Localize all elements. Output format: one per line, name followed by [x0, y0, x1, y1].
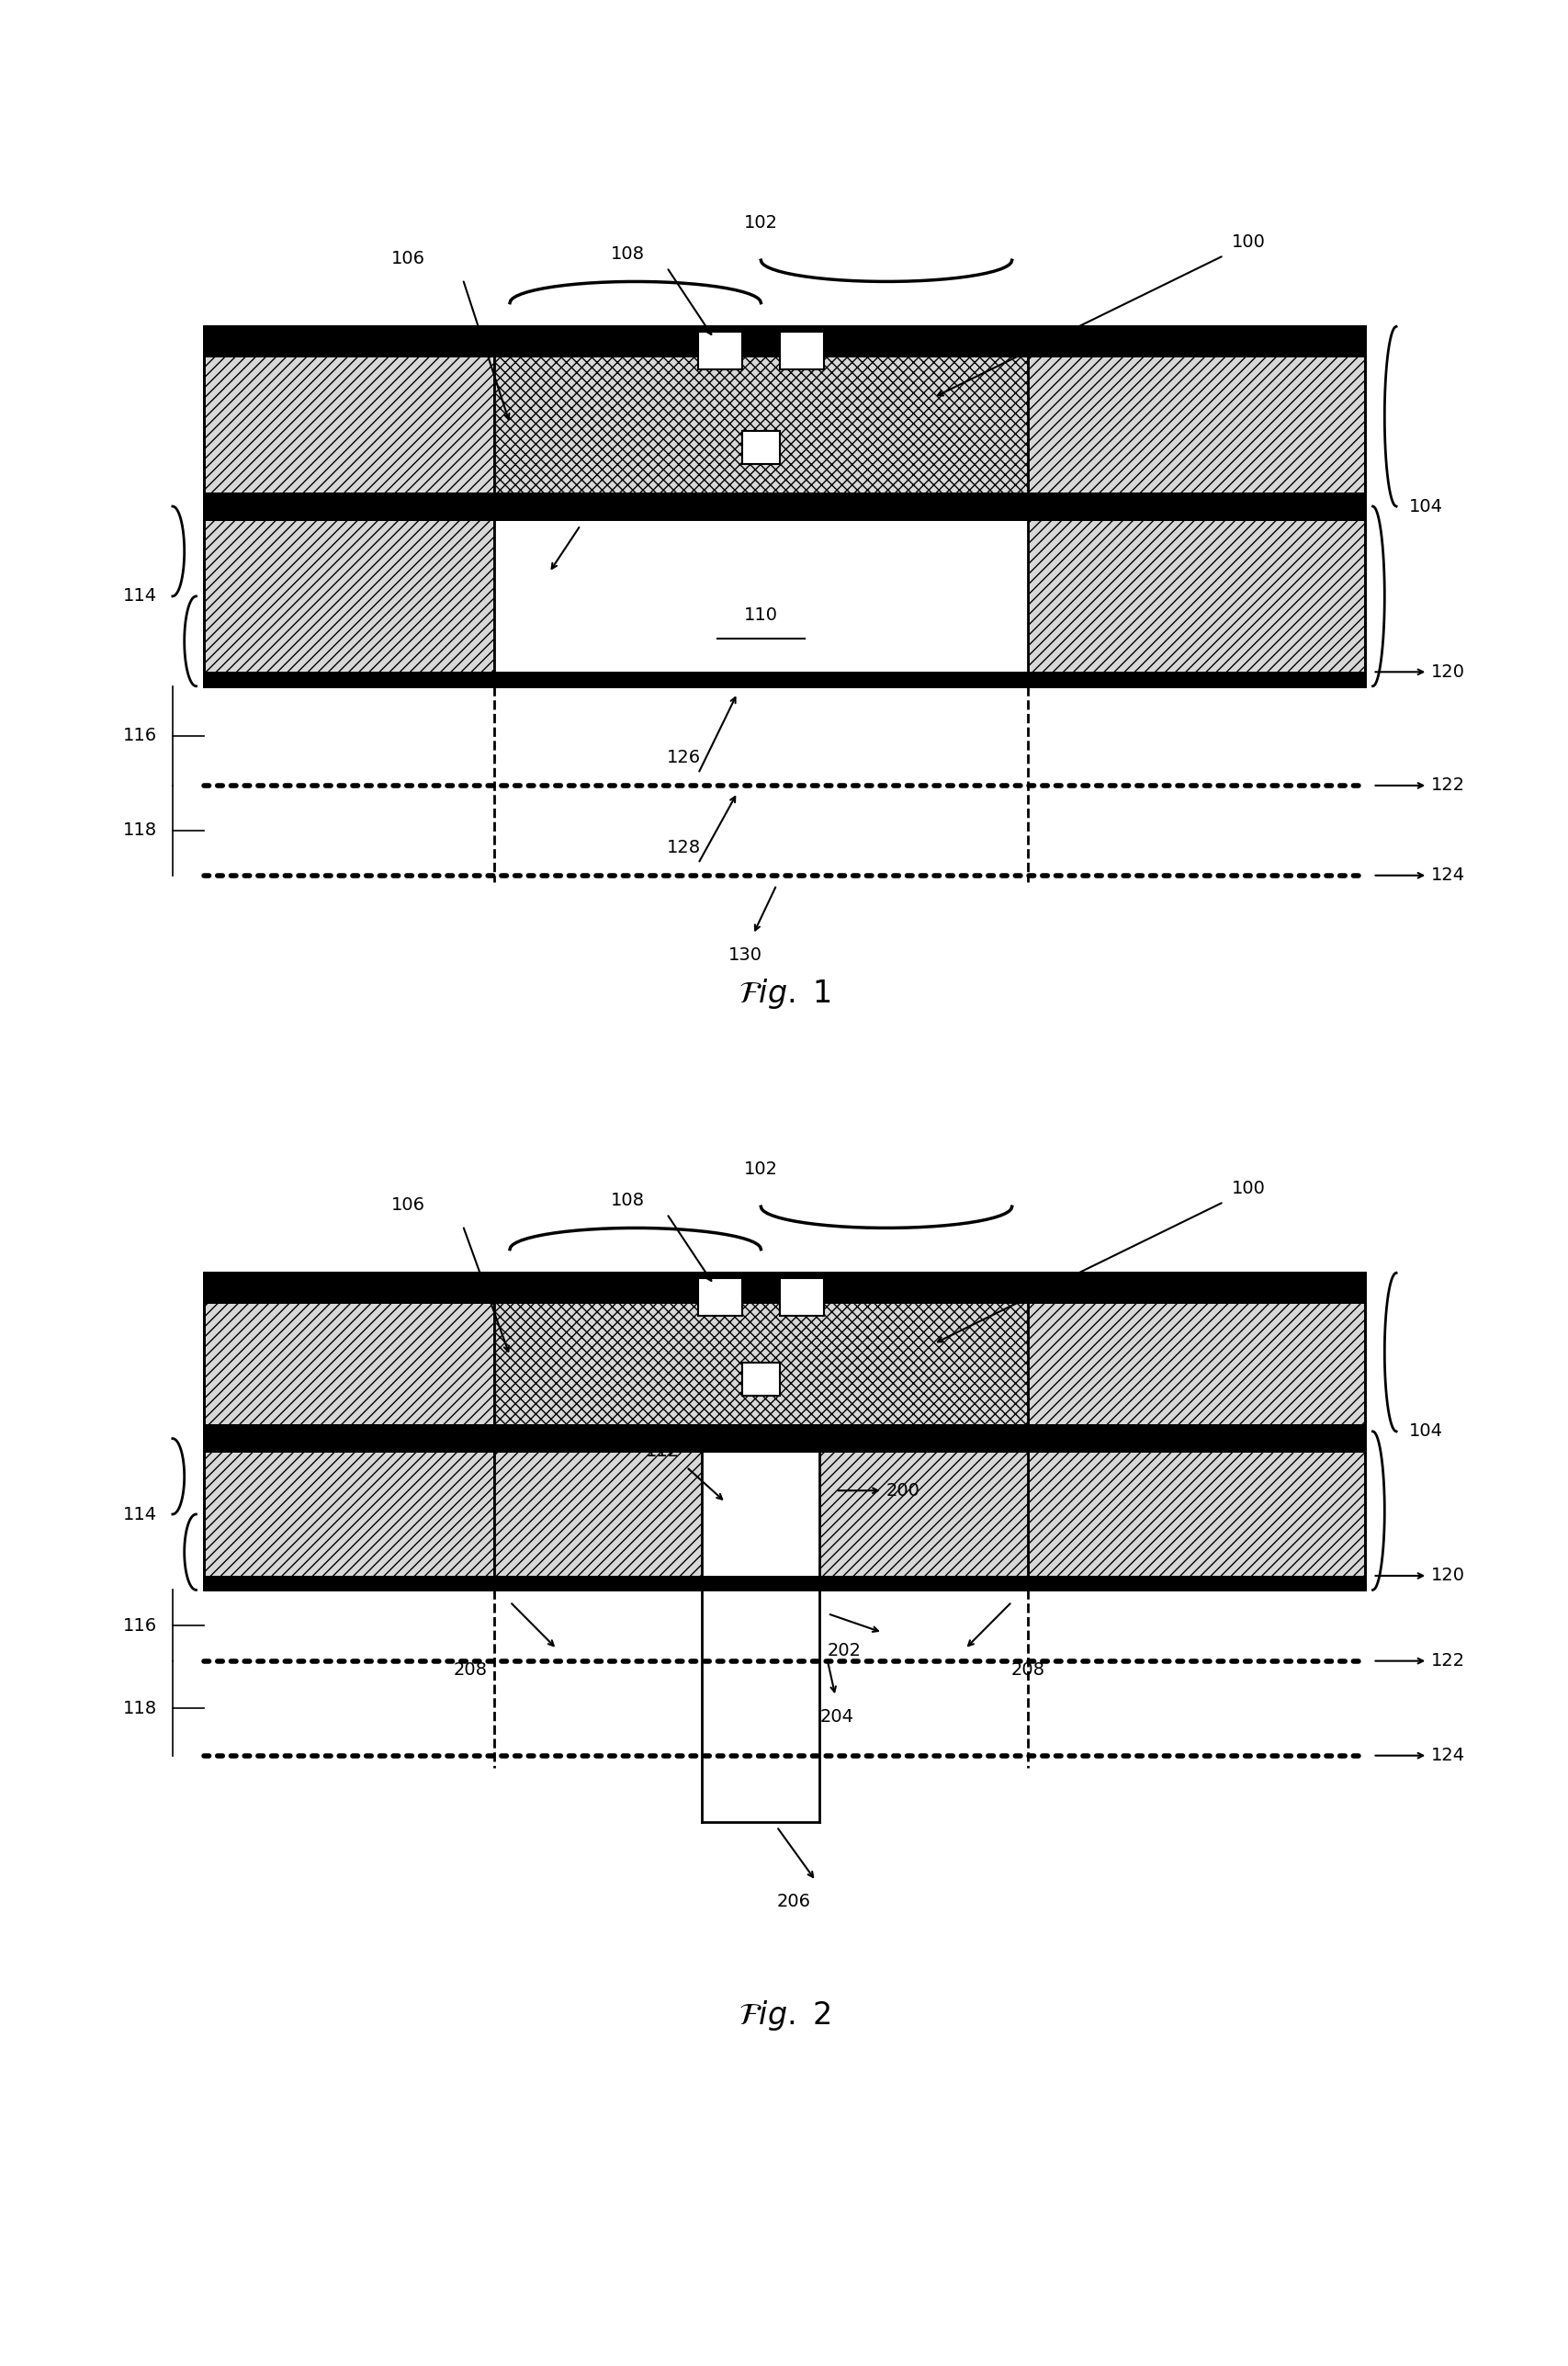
Bar — [742, 431, 779, 464]
Bar — [1027, 1273, 1364, 1439]
Bar — [204, 506, 494, 686]
Bar — [204, 1273, 494, 1439]
Text: 122: 122 — [1430, 1651, 1465, 1670]
Text: 108: 108 — [610, 1192, 644, 1209]
Bar — [702, 1439, 818, 1822]
Text: 100: 100 — [1231, 234, 1265, 251]
Text: 118: 118 — [122, 821, 157, 840]
Text: 110: 110 — [743, 606, 778, 625]
Text: 204: 204 — [818, 1708, 853, 1725]
Text: 118: 118 — [122, 1699, 157, 1718]
Text: $\mathcal{F}ig.\ 2$: $\mathcal{F}ig.\ 2$ — [739, 1999, 829, 2032]
Bar — [779, 331, 823, 369]
Bar — [698, 1278, 742, 1315]
Text: 106: 106 — [390, 1197, 425, 1214]
Text: 104: 104 — [1408, 1422, 1443, 1441]
Bar — [204, 672, 1364, 686]
Text: 114: 114 — [122, 587, 157, 606]
Text: 116: 116 — [122, 1616, 157, 1635]
Bar — [494, 1439, 1027, 1590]
Bar — [742, 1363, 779, 1396]
Text: 200: 200 — [884, 1481, 919, 1500]
Text: 104: 104 — [1408, 497, 1443, 516]
Text: $\mathcal{F}ig.\ 1$: $\mathcal{F}ig.\ 1$ — [739, 977, 829, 1010]
Bar — [204, 1273, 1364, 1590]
Text: 126: 126 — [666, 750, 701, 767]
Bar — [204, 327, 1364, 357]
Text: 102: 102 — [743, 215, 778, 232]
Text: 124: 124 — [1430, 1746, 1465, 1765]
Text: 114: 114 — [122, 1505, 157, 1524]
Bar — [204, 1576, 1364, 1590]
Text: 108: 108 — [610, 246, 644, 263]
Bar — [204, 492, 1364, 521]
Text: 116: 116 — [122, 726, 157, 745]
Bar — [494, 1273, 1027, 1439]
Bar — [1027, 1439, 1364, 1590]
Text: 120: 120 — [1430, 1566, 1465, 1585]
Text: 128: 128 — [666, 840, 701, 856]
Text: 206: 206 — [776, 1893, 811, 1909]
Text: 208: 208 — [1010, 1661, 1044, 1677]
Text: 102: 102 — [743, 1162, 778, 1178]
Text: 122: 122 — [1430, 776, 1465, 795]
Text: 130: 130 — [728, 946, 762, 963]
Bar — [494, 506, 1027, 686]
Bar — [204, 327, 494, 506]
Text: 202: 202 — [828, 1642, 861, 1659]
Text: 112: 112 — [532, 502, 566, 518]
Bar — [204, 1424, 1364, 1453]
Bar — [204, 1439, 494, 1590]
Text: 106: 106 — [390, 251, 425, 267]
Bar — [779, 1278, 823, 1315]
Text: 120: 120 — [1430, 662, 1465, 681]
Bar — [1027, 506, 1364, 686]
Bar — [1027, 327, 1364, 506]
Bar — [698, 331, 742, 369]
Text: 112: 112 — [646, 1443, 679, 1460]
Text: 124: 124 — [1430, 866, 1465, 885]
Bar — [204, 327, 1364, 686]
Text: 100: 100 — [1231, 1181, 1265, 1197]
Bar — [204, 1273, 1364, 1304]
Text: 208: 208 — [453, 1661, 488, 1677]
Bar — [494, 327, 1027, 506]
